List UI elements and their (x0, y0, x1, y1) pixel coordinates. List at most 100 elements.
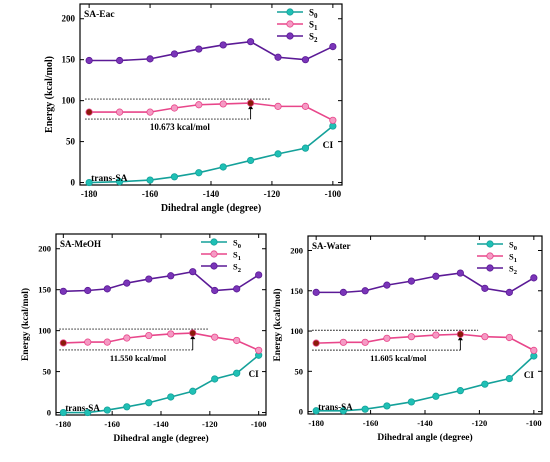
y-tick-label: 0 (71, 178, 76, 188)
data-point-S1 (312, 339, 320, 347)
data-point-S1 (456, 330, 464, 338)
data-point-S1 (219, 100, 227, 108)
data-point-S0 (219, 163, 227, 171)
y-tick-label: 200 (62, 14, 76, 24)
data-point-S1 (481, 333, 489, 341)
y-axis-label: Energy (kcal/mol) (44, 56, 55, 133)
legend-subscript: 1 (314, 24, 318, 32)
x-tick-label: -120 (472, 418, 488, 428)
label-trans-sa: trans-SA (65, 403, 100, 413)
data-point-S2 (167, 272, 175, 280)
data-point-S2 (170, 50, 179, 58)
label-trans-sa: trans-SA (91, 174, 128, 184)
data-point-S1 (432, 331, 440, 339)
series-line-S2 (316, 272, 535, 294)
data-point-S1 (84, 338, 92, 346)
x-axis-label: Dihedral angle (degree) (377, 432, 472, 443)
data-point-S0 (116, 178, 124, 186)
legend-marker-S1 (486, 252, 494, 260)
series-line-S1 (63, 332, 260, 352)
data-point-S1 (530, 346, 538, 354)
data-point-S0 (432, 392, 440, 400)
data-point-S2 (195, 45, 203, 53)
x-axis-label: Dihedral angle (degree) (161, 203, 261, 214)
data-point-S1 (233, 336, 241, 345)
data-point-S1 (146, 108, 154, 116)
y-tick-label: 0 (299, 407, 303, 417)
y-tick-label: 150 (38, 285, 51, 295)
legend-marker-S1 (286, 20, 294, 28)
label-ci: CI (249, 369, 259, 379)
y-tick-label: 0 (47, 408, 51, 418)
data-point-S1 (116, 108, 124, 116)
legend-subscript: 2 (314, 36, 318, 44)
data-point-S0 (84, 408, 92, 417)
data-point-S2 (530, 274, 538, 282)
label-ci: CI (323, 141, 334, 151)
label-trans-sa: trans-SA (318, 402, 353, 412)
data-point-S0 (301, 144, 310, 152)
legend-subscript: 1 (514, 257, 517, 264)
data-point-S0 (211, 375, 219, 383)
data-point-S0 (505, 374, 513, 383)
data-point-S2 (505, 288, 513, 296)
legend-label-S0: S0 (309, 8, 318, 21)
barrier-label: 11.605 kcal/mol (370, 353, 427, 363)
barrier-arrowhead (248, 105, 254, 110)
data-point-S2 (456, 269, 464, 277)
data-point-S0 (481, 380, 489, 388)
data-point-S1 (85, 108, 93, 116)
legend-marker-S0 (286, 8, 294, 16)
label-ci: CI (524, 370, 534, 380)
legend-subscript: 0 (238, 243, 241, 250)
x-tick-label: -180 (56, 419, 72, 429)
series-line-S0 (89, 125, 334, 184)
series-line-S0 (316, 355, 535, 412)
data-point-S0 (247, 156, 255, 165)
barrier-arrowhead (457, 336, 463, 341)
data-point-S0 (407, 398, 415, 406)
legend-marker-S2 (210, 262, 218, 270)
x-tick-label: -180 (308, 418, 324, 428)
y-axis-label: Energy (kcal/mol) (20, 288, 31, 361)
chart-title: SA-MeOH (60, 239, 101, 249)
legend-subscript: 1 (238, 255, 241, 262)
x-tick-label: -120 (202, 419, 218, 429)
data-point-S2 (247, 38, 255, 46)
data-point-S1 (59, 339, 67, 347)
data-point-S0 (312, 407, 320, 415)
legend-label-S1: S1 (233, 250, 241, 263)
data-point-S0 (167, 393, 175, 401)
data-point-S2 (274, 53, 282, 61)
data-point-S0 (361, 405, 369, 413)
y-tick-label: 50 (66, 137, 76, 147)
x-tick-label: -140 (417, 418, 433, 428)
data-point-S2 (233, 285, 241, 293)
data-point-S2 (145, 275, 153, 283)
data-point-S2 (361, 287, 369, 295)
data-point-S2 (432, 272, 440, 280)
x-tick-label: -160 (104, 419, 120, 429)
legend-label-S2: S2 (309, 32, 318, 45)
data-point-S1 (505, 333, 513, 342)
data-point-S0 (85, 178, 93, 187)
data-point-S2 (312, 288, 320, 296)
data-point-S1 (103, 338, 111, 346)
data-point-S0 (339, 407, 347, 415)
legend-label-S1: S1 (309, 20, 318, 33)
data-point-S2 (481, 284, 489, 292)
y-tick-label: 100 (38, 326, 51, 336)
barrier-arrowhead (190, 335, 196, 340)
x-tick-label: -140 (203, 189, 220, 199)
legend-marker-S1 (210, 250, 218, 258)
x-tick-label: -180 (81, 189, 98, 199)
legend-subscript: 0 (314, 12, 318, 20)
series-line-S0 (63, 354, 260, 414)
legend-subscript: 2 (238, 267, 241, 274)
series-line-S2 (63, 270, 260, 293)
data-point-S1 (123, 334, 131, 342)
y-tick-label: 200 (38, 244, 51, 254)
